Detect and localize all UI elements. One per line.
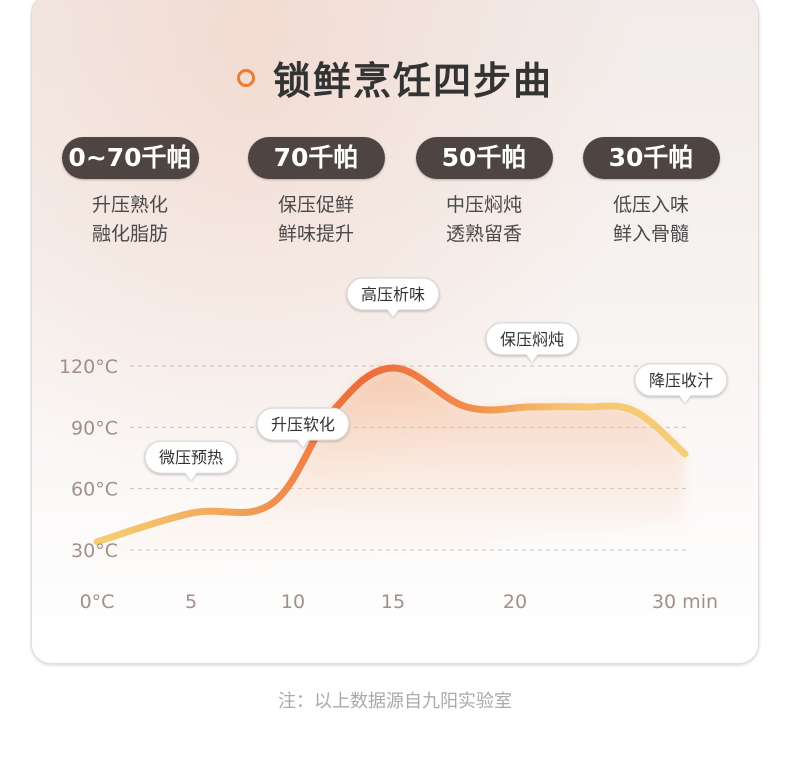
y-tick-label: 60°C (71, 479, 118, 501)
annotation-callout (634, 363, 728, 403)
step-1-line1: 升压熟化 (91, 194, 168, 216)
footnote: 注：以上数据源自九阳实验室 (278, 691, 512, 712)
series-glow-area (97, 368, 685, 582)
step-2: 70千帕 保压促鲜 鲜味提升 (246, 137, 386, 249)
x-tick-label: 15 (381, 591, 405, 613)
x-tick-label: 0°C (80, 591, 115, 613)
annotation-label: 微压预热 (159, 448, 223, 467)
title-circle-icon (236, 68, 255, 87)
x-tick-label: 30 min (652, 591, 718, 613)
step-3-pressure: 50千帕 (415, 137, 553, 179)
title-row: 锁鲜烹饪四步曲 (0, 50, 790, 105)
series-line (93, 364, 689, 546)
step-2-pressure: 70千帕 (247, 137, 385, 179)
annotation-callout (346, 277, 440, 318)
step-4: 30千帕 低压入味 鲜入骨髓 (581, 137, 721, 249)
y-tick-label: 120°C (59, 356, 118, 378)
annotation-callout (144, 440, 238, 481)
annotation-label: 升压软化 (271, 415, 335, 434)
annotation-label: 降压收汁 (649, 371, 713, 390)
annotation-callout (256, 407, 350, 448)
page-title: 锁鲜烹饪四步曲 (272, 59, 553, 103)
x-tick-label: 5 (185, 591, 197, 613)
x-tick-label: 20 (503, 591, 527, 613)
step-4-line1: 低压入味 (612, 194, 689, 216)
step-3: 50千帕 中压焖炖 透熟留香 (414, 137, 554, 249)
x-tick-label: 10 (281, 591, 305, 613)
step-4-line2: 鲜入骨髓 (612, 223, 689, 245)
step-1: 0~70千帕 升压熟化 融化脂肪 (60, 137, 200, 249)
step-3-line1: 中压焖炖 (445, 194, 522, 216)
step-1-pressure: 0~70千帕 (61, 137, 199, 179)
y-tick-label: 30°C (71, 540, 118, 562)
annotation-callout (485, 322, 579, 362)
step-4-pressure: 30千帕 (582, 137, 720, 179)
step-2-line1: 保压促鲜 (277, 194, 354, 216)
annotation-label: 高压析味 (361, 285, 425, 304)
y-tick-label: 90°C (71, 417, 118, 439)
step-2-line2: 鲜味提升 (277, 223, 354, 245)
annotation-label: 保压焖炖 (500, 330, 564, 349)
step-3-line2: 透熟留香 (445, 223, 522, 245)
step-1-line2: 融化脂肪 (91, 223, 168, 245)
